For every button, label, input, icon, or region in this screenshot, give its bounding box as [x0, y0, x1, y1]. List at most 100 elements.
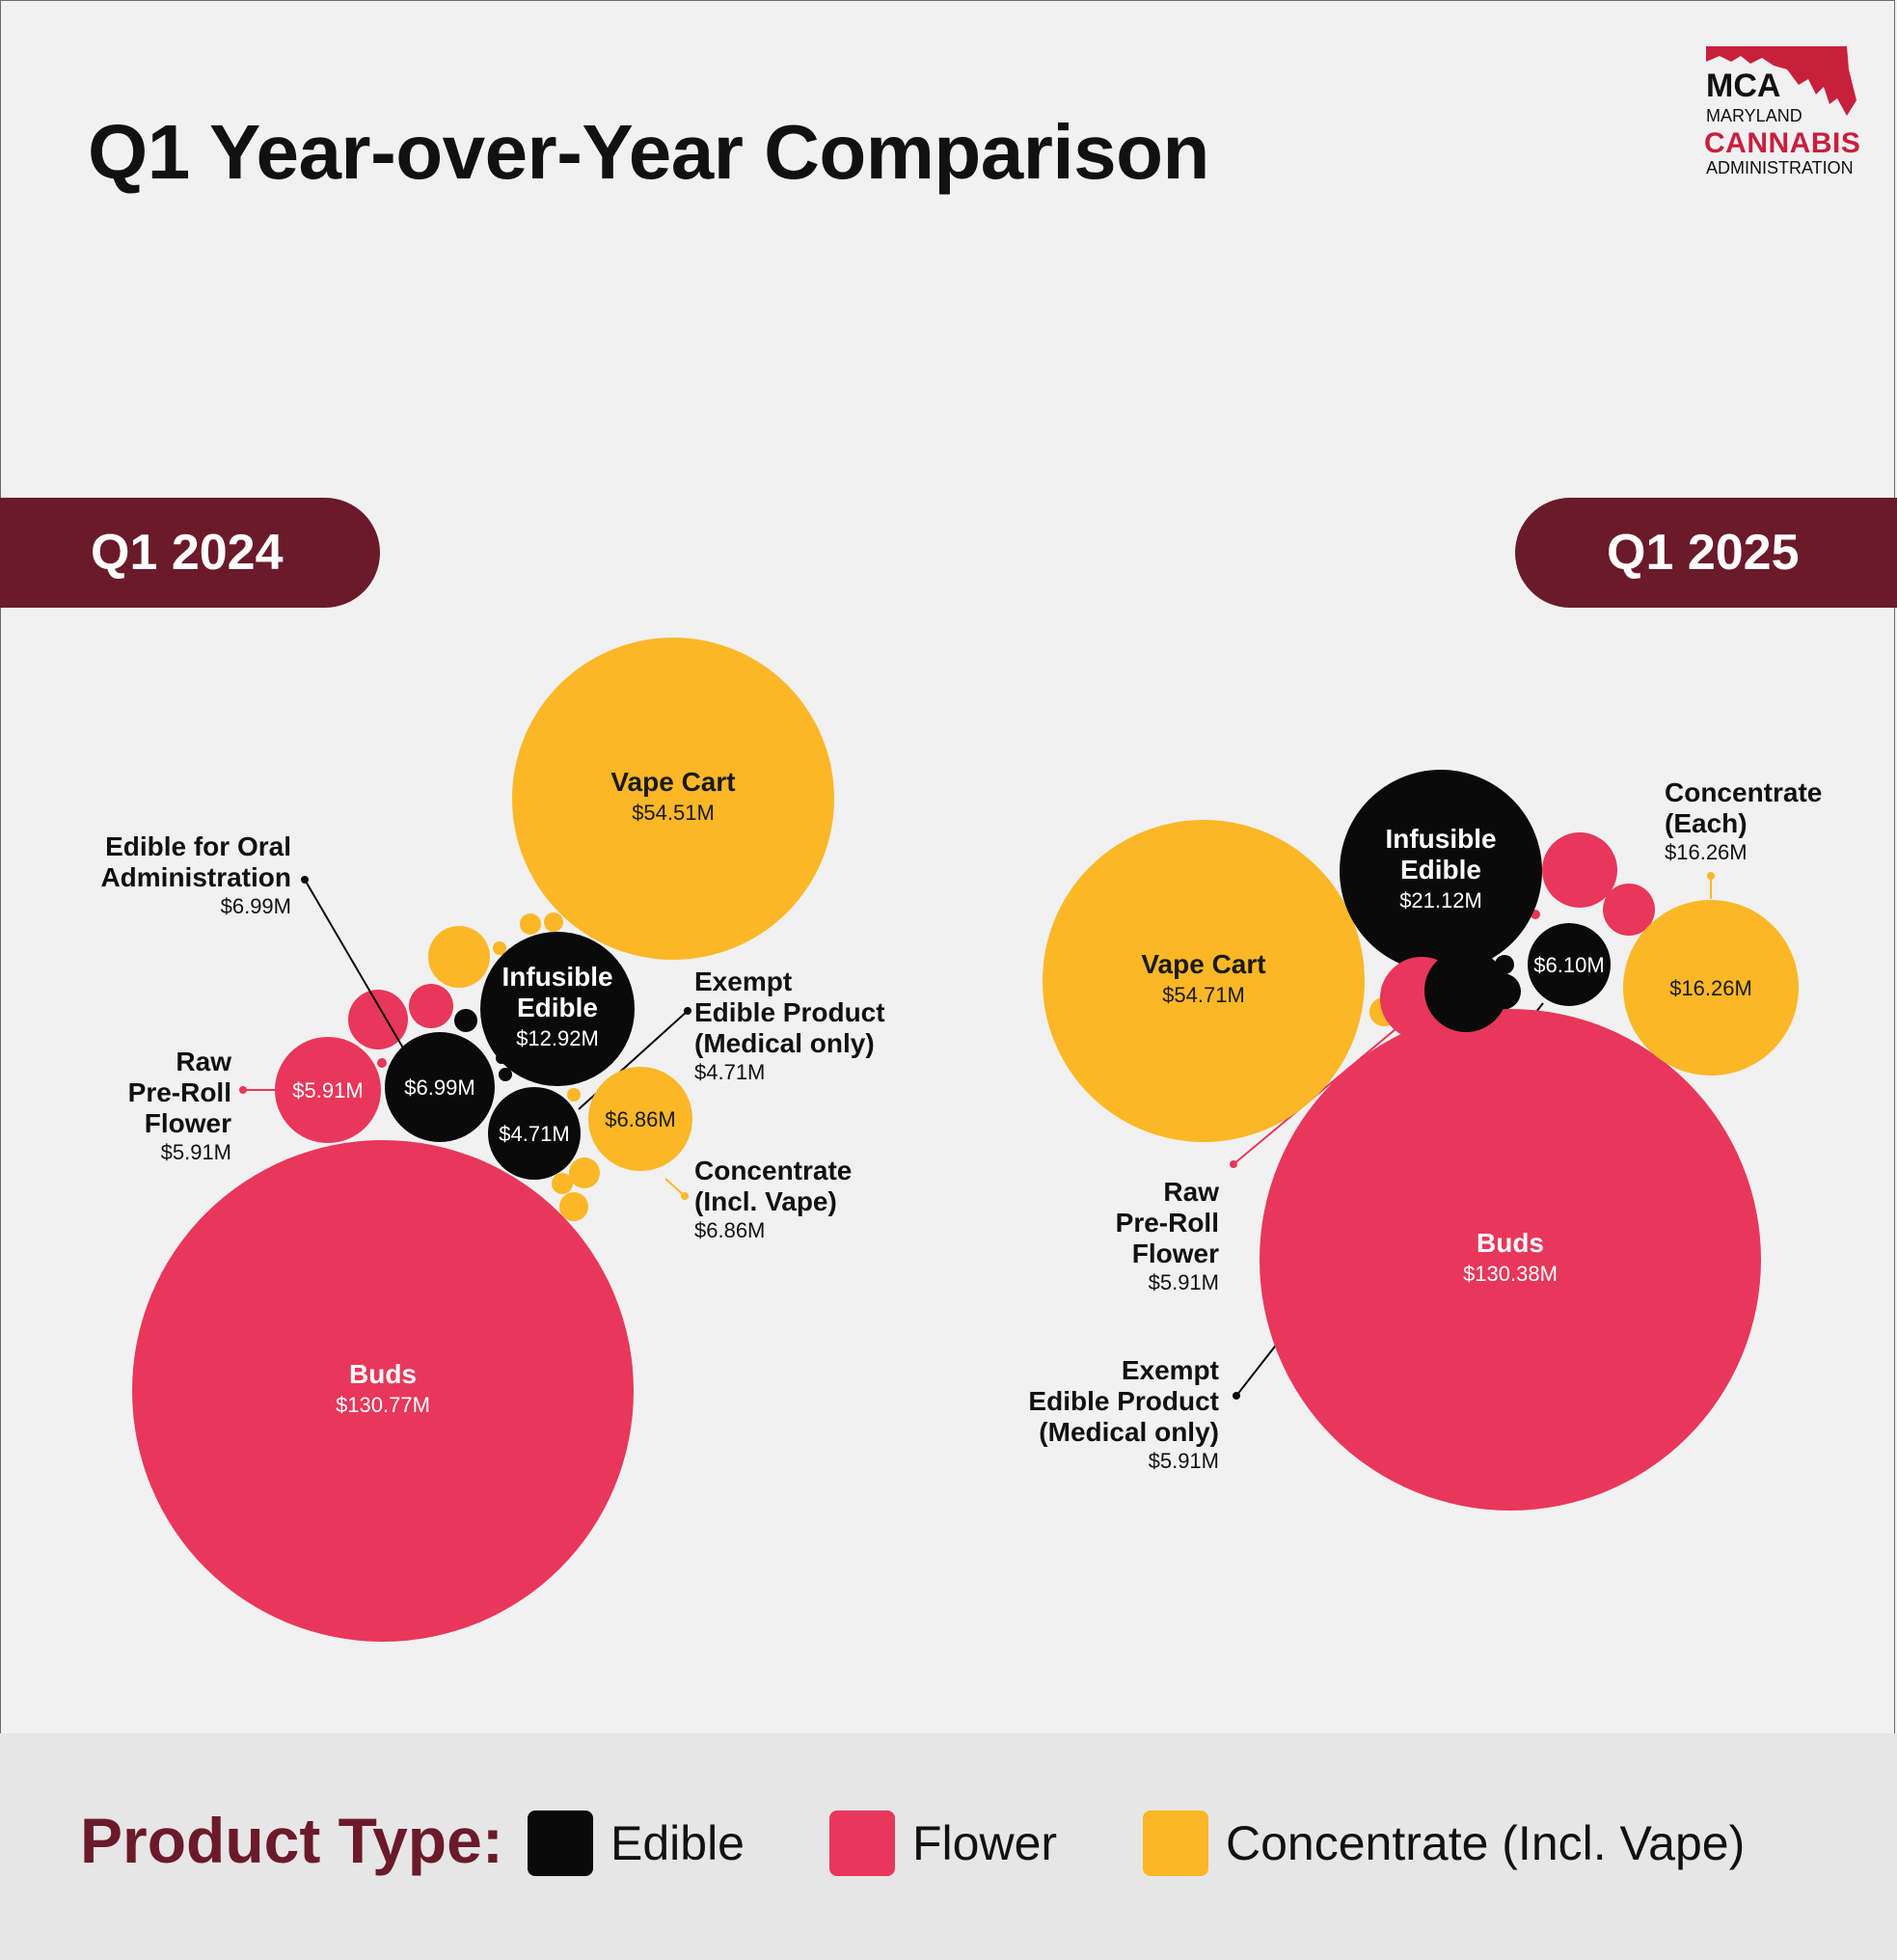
callout-2024-3-value: $6.86M: [694, 1218, 765, 1242]
callout-2025-1-value: $5.91M: [1149, 1270, 1219, 1294]
callout-dot-2024-3: [681, 1192, 689, 1200]
bubble-value-2024-6: $4.71M: [499, 1122, 569, 1146]
bubble-value-2025-4: $6.10M: [1533, 953, 1604, 977]
period-badge-2024: Q1 2024: [0, 498, 380, 608]
callout-dot-2024-0: [301, 876, 309, 884]
legend-label-concentrate: Concentrate (Incl. Vape): [1226, 1816, 1746, 1870]
callout-dot-2025-1: [1230, 1160, 1237, 1168]
legend-item-concentrate: Concentrate (Incl. Vape): [1143, 1810, 1745, 1876]
callout-line-2024-3: [664, 1178, 686, 1197]
bubble-2024-minor-0: [428, 926, 490, 988]
callout-2024-1-line-2: Flower: [145, 1108, 231, 1138]
bubble-2024-minor-5: [544, 912, 563, 932]
callout-dot-2025-2: [1233, 1392, 1240, 1400]
bubble-2024-minor-12: [567, 1088, 581, 1102]
bubble-2024-minor-6: [493, 941, 506, 955]
legend-swatch-flower: [829, 1810, 895, 1876]
mca-logo: MCA MARYLAND CANNABIS ADMINISTRATION: [1702, 41, 1860, 185]
bubble-2024-minor-4: [520, 913, 541, 935]
callout-2024-2-line-1: Edible Product: [694, 997, 885, 1027]
bubble-name-2024-2-b: Edible: [517, 993, 598, 1022]
bubble-name-2025-0: Buds: [1477, 1228, 1544, 1258]
callout-2024-0-line-0: Edible for Oral: [105, 831, 291, 861]
page-title: Q1 Year-over-Year Comparison: [88, 109, 1209, 195]
callout-dot-2024-2: [684, 1007, 691, 1015]
legend-label-flower: Flower: [912, 1816, 1058, 1870]
callout-2024-2-line-0: Exempt: [694, 966, 792, 996]
callout-2025-2-line-0: Exempt: [1122, 1355, 1219, 1385]
legend-swatch-concentrate: [1143, 1810, 1208, 1876]
bubble-2025-minor-1: [1603, 884, 1655, 936]
bubble-value-2025-3: $16.26M: [1669, 976, 1752, 1000]
bubble-2024-minor-2: [409, 984, 453, 1028]
legend-item-edible: Edible: [528, 1810, 745, 1876]
bubble-2024-exempt-edible-product-medical-only-: [488, 1087, 581, 1180]
bubble-2024-minor-9: [569, 1157, 600, 1188]
callout-2025-2-line-1: Edible Product: [1028, 1386, 1219, 1416]
bubble-value-2024-4: $6.86M: [605, 1107, 675, 1131]
bubble-2024-vape-cart: [512, 638, 834, 960]
bubble-2024-minor-11: [559, 1192, 588, 1221]
logo-line-2: CANNABIS: [1704, 127, 1861, 159]
legend-title: Product Type:: [80, 1805, 503, 1876]
bubble-2025-infusible-edible: [1340, 770, 1542, 972]
bubble-value-2025-0: $130.38M: [1463, 1262, 1558, 1286]
legend-swatch-edible: [528, 1810, 593, 1876]
bubble-2024-minor-7: [499, 1068, 512, 1081]
bubble-2024-minor-1: [348, 990, 408, 1049]
bubble-value-2024-1: $54.51M: [632, 801, 715, 825]
bubble-value-2025-1: $54.71M: [1162, 983, 1245, 1007]
logo-line-1: MARYLAND: [1706, 106, 1802, 125]
callout-dot-2024-1: [239, 1086, 247, 1094]
bubble-2024-buds: [132, 1140, 634, 1642]
bubble-2024-minor-10: [552, 1173, 573, 1194]
bubble-name-2024-0: Buds: [349, 1359, 417, 1389]
callout-2025-0-line-1: (Each): [1665, 808, 1748, 838]
callout-2024-1-line-0: Raw: [176, 1047, 231, 1076]
bubble-name-2024-1: Vape Cart: [610, 767, 735, 797]
callout-2024-3-line-0: Concentrate: [694, 1156, 852, 1185]
period-badge-2025: Q1 2025: [1515, 498, 1897, 608]
callout-2025-0-value: $16.26M: [1665, 840, 1748, 864]
callout-2024-2-value: $4.71M: [694, 1060, 765, 1084]
bubble-2025-exempt-edible-product-medical-only-: [1423, 948, 1508, 1033]
bubble-2025-minor-0: [1542, 832, 1617, 908]
bubble-value-2024-3: $6.99M: [404, 1075, 474, 1100]
maryland-map-icon: [1706, 46, 1856, 116]
callout-line-2024-0: [304, 879, 406, 1052]
callout-dot-2025-0: [1707, 872, 1715, 880]
callout-2024-0-value: $6.99M: [221, 894, 291, 918]
callout-2025-1-line-1: Pre-Roll: [1116, 1208, 1219, 1238]
callout-2025-1-line-0: Raw: [1163, 1177, 1219, 1207]
callout-2025-0-line-0: Concentrate: [1665, 777, 1822, 807]
callout-2024-1-line-1: Pre-Roll: [128, 1077, 231, 1107]
bubble-2025-concentrate-each-: [1623, 900, 1799, 1075]
bubble-2024-concentrate-incl-vape-: [588, 1067, 692, 1171]
bubble-value-2024-0: $130.77M: [336, 1393, 430, 1417]
bubble-value-2024-2: $12.92M: [516, 1026, 599, 1050]
legend-item-flower: Flower: [829, 1810, 1057, 1876]
bubble-2025-edible: [1528, 923, 1611, 1006]
callout-2024-0-line-1: Administration: [100, 862, 291, 892]
bubble-2024-edible-for-oral-administration: [385, 1032, 495, 1142]
bubble-2024-minor-3: [454, 1009, 477, 1032]
bubble-value-2025-2: $21.12M: [1399, 888, 1482, 912]
callout-2025-2-line-2: (Medical only): [1039, 1417, 1219, 1447]
callout-2024-2-line-2: (Medical only): [694, 1028, 875, 1058]
logo-line-3: ADMINISTRATION: [1706, 158, 1854, 177]
bubble-2024-infusible-edible: [480, 932, 635, 1086]
bubble-2024-minor-8: [377, 1058, 387, 1068]
bubble-value-2024-5: $5.91M: [292, 1078, 363, 1102]
legend-band: [0, 1733, 1897, 1960]
legend-label-edible: Edible: [610, 1816, 745, 1870]
bubble-2024-raw-pre-roll-flower: [275, 1037, 381, 1143]
bubble-name-2025-2-b: Edible: [1400, 855, 1481, 885]
callout-2025-2-value: $5.91M: [1149, 1449, 1219, 1473]
callout-2025-1-line-2: Flower: [1132, 1239, 1219, 1268]
logo-abbr: MCA: [1706, 68, 1781, 104]
callout-2024-3-line-1: (Incl. Vape): [694, 1186, 837, 1216]
bubble-2025-vape-cart: [1043, 820, 1365, 1142]
bubble-name-2024-2-a: Infusible: [501, 962, 612, 992]
callout-2024-1-value: $5.91M: [161, 1140, 231, 1164]
